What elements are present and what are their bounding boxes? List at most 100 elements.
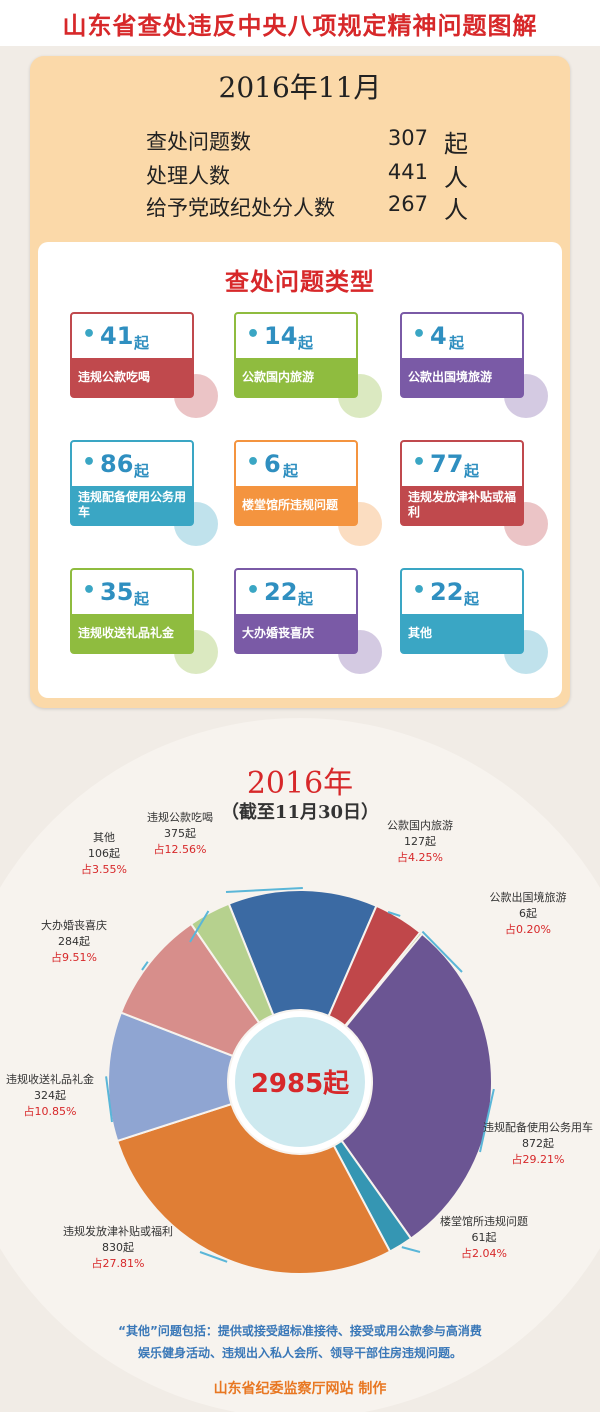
tile-card: • 22 起其他 [400,568,524,654]
bullet-icon: • [82,578,97,603]
tile-unit: 起 [283,462,299,480]
slice-name: 公款国内旅游 [387,819,453,832]
slice-label: 公款国内旅游 127起占4.25% [360,818,480,866]
donut-slice [189,902,275,1025]
tile-card: • 35 起违规收送礼品礼金 [70,568,194,654]
leader-line [479,1088,495,1153]
slice-count: 106起 [88,847,120,860]
slice-name: 大办婚丧喜庆 [41,919,107,932]
problem-type-tile: • 4 起公款出国境旅游 [400,312,560,422]
tile-label: 公款国内旅游 [236,358,356,396]
tile-label: 楼堂馆所违规问题 [236,486,356,524]
donut-total-label: 2985起 [251,1069,350,1099]
stat-label: 给予党政纪处分人数 [146,196,335,220]
slice-percent: 占2.04% [461,1247,507,1260]
tile-unit: 起 [134,334,150,352]
slice-percent: 占3.55% [81,863,127,876]
slice-name: 其他 [93,831,115,844]
tile-unit: 起 [449,334,465,352]
slice-label: 违规发放津补贴或福利 830起占27.81% [58,1224,178,1272]
title-bar: 山东省查处违反中央八项规定精神问题图解 [0,0,600,46]
note-line-1: “其他”问题包括：提供或接受超标准接待、接受或用公款参与高消费 [118,1324,482,1338]
bullet-icon: • [412,450,427,475]
problem-type-tile: • 41 起违规公款吃喝 [70,312,230,422]
slice-label: 其他 106起占3.55% [44,830,164,878]
tile-card: • 22 起大办婚丧喜庆 [234,568,358,654]
stat-label: 查处问题数 [146,130,251,154]
stat-value: 267 [387,192,428,216]
tile-count: 41 [100,322,134,350]
problem-type-tile: • 22 起其他 [400,568,560,678]
problem-type-tile: • 86 起违规配备使用公务用车 [70,440,230,550]
tile-label: 其他 [402,614,522,652]
tile-count: 86 [100,450,134,478]
tile-count: 6 [264,450,281,478]
donut-slice [340,932,493,1241]
slice-count: 324起 [34,1089,66,1102]
slice-percent: 占29.21% [511,1153,565,1166]
slice-name: 违规发放津补贴或福利 [63,1225,173,1238]
leader-line [225,887,303,893]
tile-count: 14 [264,322,298,350]
leader-line [401,1246,421,1253]
slice-count: 6起 [519,907,537,920]
stat-value: 307 [387,126,428,150]
problem-type-tile: • 35 起违规收送礼品礼金 [70,568,230,678]
slice-count: 61起 [471,1231,497,1244]
slice-label: 违规公款吃喝 375起 占12.56% [120,810,240,858]
problem-type-tile: • 6 起楼堂馆所违规问题 [234,440,394,550]
tile-card: • 6 起楼堂馆所违规问题 [234,440,358,526]
problem-type-tile: • 14 起公款国内旅游 [234,312,394,422]
leader-line [421,930,463,973]
stat-unit: 起 [444,130,468,158]
note-line-2: 娱乐健身活动、违规出入私人会所、领导干部住房违规问题。 [137,1346,462,1360]
tile-unit: 起 [464,590,480,608]
leader-line [189,910,210,943]
stat-label: 处理人数 [146,164,230,188]
slice-label: 违规收送礼品礼金 324起 占10.85% [0,1072,110,1120]
problem-types-panel: 查处问题类型 • 41 起违规公款吃喝 • 14 起公款国内旅游 • 4 起公款出国境旅游 • 86… [38,242,562,698]
tile-card: • 4 起公款出国境旅游 [400,312,524,398]
month-heading: 2016年11月 [218,71,382,104]
slice-label: 违规配备使用公务用车 872起占29.21% [478,1120,598,1168]
slice-count: 284起 [58,935,90,948]
tile-card: • 86 起违规配备使用公务用车 [70,440,194,526]
slice-name: 违规配备使用公务用车 [483,1121,593,1134]
tile-unit: 起 [298,334,314,352]
slice-count: 375起 [164,827,196,840]
bullet-icon: • [246,450,261,475]
tile-label: 大办婚丧喜庆 [236,614,356,652]
slice-percent: 占4.25% [397,851,443,864]
slice-percent: 占27.81% [91,1257,145,1270]
slice-name: 楼堂馆所违规问题 [440,1215,528,1228]
slice-percent: 占9.51% [51,951,97,964]
page-title: 山东省查处违反中央八项规定精神问题图解 [62,12,538,40]
tile-unit: 起 [134,590,150,608]
slice-count: 872起 [522,1137,554,1150]
tile-count: 35 [100,578,134,606]
credit-text: 山东省纪委监察厅网站 制作 [213,1381,387,1397]
slice-percent: 占0.20% [505,923,551,936]
stat-value: 441 [387,160,428,184]
problem-type-tile: • 77 起违规发放津补贴或福利 [400,440,560,550]
problem-types-title: 查处问题类型 [225,268,375,296]
tile-label: 违规公款吃喝 [72,358,192,396]
slice-count: 830起 [102,1241,134,1254]
bullet-icon: • [82,322,97,347]
leader-line [105,1076,113,1123]
tile-count: 22 [430,578,464,606]
bullet-icon: • [246,322,261,347]
tile-label: 公款出国境旅游 [402,358,522,396]
slice-count: 127起 [404,835,436,848]
stat-row-punished: 给予党政纪处分人数 267 人 [146,192,526,224]
annual-section: 2985起 2016年 （截至11月30日） 违规公款吃喝 375起 占12.56%… [0,718,600,1412]
bullet-icon: • [412,322,427,347]
tile-unit: 起 [464,462,480,480]
slice-name: 公款出国境旅游 [489,891,567,904]
year-heading: 2016年 [246,766,354,801]
tile-label: 违规收送礼品礼金 [72,614,192,652]
donut-slice [116,1102,392,1275]
tile-count: 22 [264,578,298,606]
slice-percent: 占12.56% [153,843,207,856]
bullet-icon: • [82,450,97,475]
